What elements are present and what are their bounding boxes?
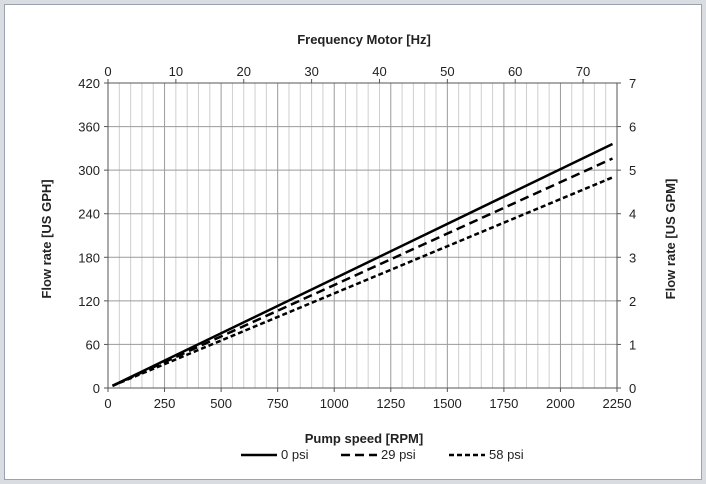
plot-area bbox=[107, 82, 618, 389]
x-tick-label: 1500 bbox=[433, 396, 462, 411]
series-lines bbox=[111, 142, 614, 387]
y-tick-label: 120 bbox=[78, 294, 100, 309]
y2-tick-label: 3 bbox=[629, 250, 636, 265]
x2-tick-label: 40 bbox=[372, 64, 386, 79]
y-tick-label: 420 bbox=[78, 76, 100, 91]
y-tick-label: 0 bbox=[93, 381, 100, 396]
x-tick-label: 1750 bbox=[489, 396, 518, 411]
chart-frame: 0 250 500 750 1000 1250 1500 1750 2000 2250 0 10 20 3… bbox=[4, 4, 702, 480]
top-axis-title: Frequency Motor [Hz] bbox=[297, 32, 431, 47]
x-tick-label: 0 bbox=[104, 396, 111, 411]
series-line-2 bbox=[111, 157, 614, 387]
x-tick-label: 750 bbox=[267, 396, 289, 411]
y2-tick-label: 6 bbox=[629, 120, 636, 135]
x-tick-label: 500 bbox=[210, 396, 232, 411]
series-line-1 bbox=[111, 142, 614, 387]
y-tick-label: 300 bbox=[78, 163, 100, 178]
x-tick-label: 250 bbox=[154, 396, 176, 411]
y2-tick-label: 7 bbox=[629, 76, 636, 91]
series-line-3 bbox=[112, 176, 613, 387]
y-tick-label: 240 bbox=[78, 207, 100, 222]
legend-label-1: 0 psi bbox=[281, 447, 309, 462]
y2-tick-label: 5 bbox=[629, 163, 636, 178]
x2-tick-label: 30 bbox=[304, 64, 318, 79]
bottom-axis-title: Pump speed [RPM] bbox=[305, 431, 423, 446]
y2-tick-label: 1 bbox=[629, 337, 636, 352]
y-tick-label: 180 bbox=[78, 250, 100, 265]
y-tick-label: 360 bbox=[78, 120, 100, 135]
x2-tick-label: 50 bbox=[440, 64, 454, 79]
legend-label-3: 58 psi bbox=[489, 447, 524, 462]
grid bbox=[108, 83, 617, 388]
y2-tick-label: 4 bbox=[629, 207, 636, 222]
x2-tick-label: 20 bbox=[236, 64, 250, 79]
x-tick-label: 1000 bbox=[320, 396, 349, 411]
legend: 0 psi 29 psi 58 psi bbox=[241, 447, 524, 462]
y-tick-label: 60 bbox=[86, 337, 100, 352]
x2-tick-label: 10 bbox=[169, 64, 183, 79]
legend-label-2: 29 psi bbox=[381, 447, 416, 462]
x-tick-label: 2000 bbox=[546, 396, 575, 411]
x2-tick-label: 0 bbox=[104, 64, 111, 79]
x-tick-label: 2250 bbox=[603, 396, 632, 411]
y2-tick-label: 2 bbox=[629, 294, 636, 309]
left-axis-title: Flow rate [US GPH] bbox=[39, 179, 54, 298]
x-tick-label: 1250 bbox=[376, 396, 405, 411]
y2-tick-label: 0 bbox=[629, 381, 636, 396]
x2-tick-label: 60 bbox=[508, 64, 522, 79]
right-axis-title: Flow rate [US GPM] bbox=[663, 179, 678, 300]
x2-tick-label: 70 bbox=[576, 64, 590, 79]
